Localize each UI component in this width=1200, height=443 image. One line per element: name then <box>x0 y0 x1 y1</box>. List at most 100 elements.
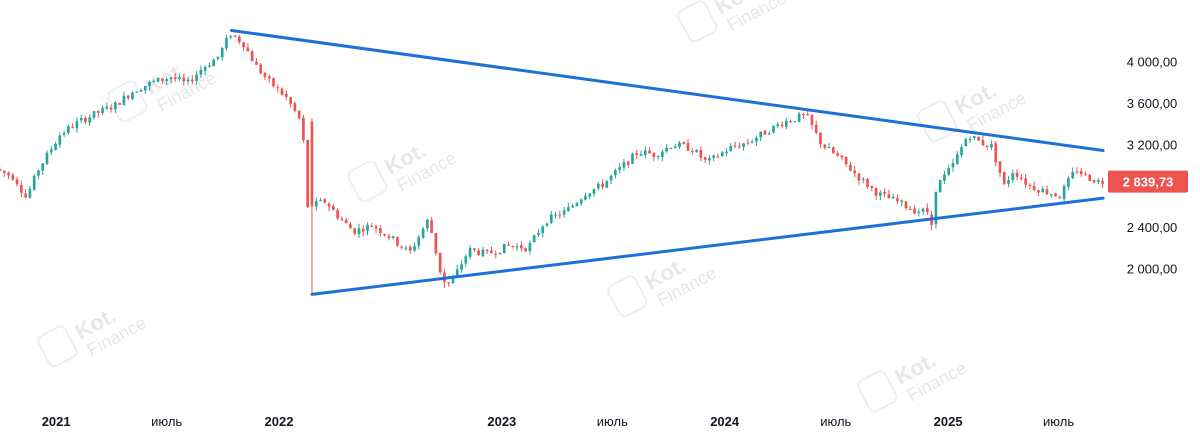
candle <box>169 77 173 84</box>
candle <box>737 142 741 149</box>
candle-body <box>806 114 810 116</box>
candle-body <box>451 277 455 284</box>
candle <box>520 241 523 252</box>
candle-body <box>165 79 168 81</box>
candle <box>481 246 485 258</box>
candle-body <box>712 155 715 158</box>
candle-body <box>635 153 639 155</box>
candle <box>537 229 540 237</box>
candle-body <box>639 154 643 156</box>
candle-body <box>32 175 36 190</box>
candle <box>896 194 899 205</box>
candle <box>588 193 592 200</box>
candle-body <box>280 88 284 95</box>
candle <box>259 63 263 75</box>
candle <box>1049 193 1053 198</box>
candle <box>237 34 241 45</box>
candle <box>233 35 237 38</box>
candle <box>814 120 818 135</box>
candle-body <box>1024 178 1027 185</box>
candle <box>310 118 314 294</box>
candle <box>494 250 498 259</box>
candle <box>951 158 955 172</box>
candle <box>84 116 87 124</box>
candle <box>973 135 976 141</box>
candle <box>703 156 707 164</box>
candle-body <box>396 237 399 246</box>
y-tick-label: 4 000,00 <box>1127 55 1178 70</box>
candle-body <box>276 87 280 89</box>
candle <box>639 150 643 157</box>
candle <box>673 143 677 149</box>
candle-body <box>789 121 792 123</box>
candle-body <box>541 226 545 234</box>
candle <box>447 281 451 287</box>
candle <box>161 78 164 84</box>
trendline-lower[interactable] <box>310 196 1105 296</box>
candle <box>156 77 160 83</box>
candle-body <box>545 223 549 226</box>
candle <box>733 141 737 149</box>
candle <box>780 121 784 129</box>
candle-body <box>579 199 583 204</box>
candle <box>208 62 211 68</box>
candle-body <box>41 163 45 171</box>
candle <box>1007 176 1010 188</box>
candle <box>152 79 156 84</box>
candle <box>776 121 780 129</box>
candle-body <box>109 107 113 110</box>
candle <box>562 206 566 218</box>
candle <box>1075 167 1079 175</box>
candle <box>947 164 951 176</box>
candle-body <box>1071 171 1074 178</box>
candle-body <box>609 175 613 181</box>
candle-body <box>840 155 844 158</box>
candle-body <box>656 156 660 158</box>
candle <box>122 91 126 106</box>
candle <box>720 151 724 157</box>
candle <box>926 203 929 215</box>
candle <box>1054 192 1057 197</box>
candle <box>943 170 946 185</box>
candle-body <box>699 150 703 158</box>
candle-body <box>755 137 758 142</box>
candle-body <box>857 173 861 181</box>
candle-body <box>0 169 2 171</box>
candle-body <box>682 142 686 144</box>
candle <box>490 246 493 254</box>
watermark-layer: Kot.Finance Kot.Finance Kot.Finance Kot.Fin… <box>37 0 1030 413</box>
candle <box>323 198 327 204</box>
trendline-upper[interactable] <box>229 28 1105 153</box>
candle <box>7 171 10 180</box>
candle-body <box>434 233 438 254</box>
candle <box>37 169 40 180</box>
candle-body <box>54 143 57 151</box>
candle-body <box>1058 196 1062 199</box>
candle <box>601 179 604 190</box>
candle-body <box>250 51 254 62</box>
candle-body <box>1084 173 1087 175</box>
candle <box>763 130 767 135</box>
candle-body <box>729 146 733 151</box>
candle-body <box>391 236 395 238</box>
candle <box>143 85 147 94</box>
candle <box>319 197 322 202</box>
candle <box>665 144 668 154</box>
candle <box>272 77 275 88</box>
candle <box>648 147 651 154</box>
candle-body <box>413 245 416 251</box>
candle <box>767 131 771 136</box>
candle-body <box>1020 177 1023 180</box>
candle <box>186 76 190 86</box>
candle-body <box>511 245 515 247</box>
candle-body <box>678 142 681 148</box>
candle-body <box>866 178 869 187</box>
candle <box>135 91 139 93</box>
candle-body <box>985 145 989 147</box>
candle <box>900 199 904 207</box>
candle <box>1020 173 1023 181</box>
candle-body <box>293 103 297 111</box>
candle <box>1101 177 1104 189</box>
candle-body <box>605 180 609 188</box>
